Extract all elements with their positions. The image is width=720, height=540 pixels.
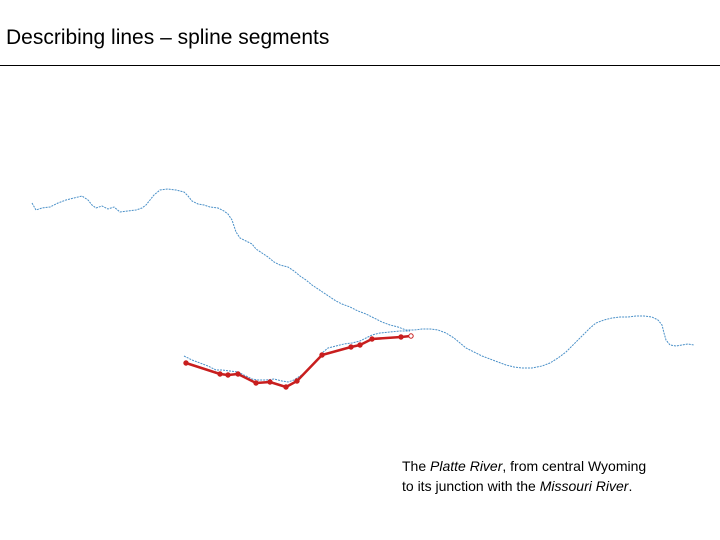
south-branch-river bbox=[183, 330, 410, 383]
spline-vertex bbox=[357, 342, 363, 348]
caption-platte-river: Platte River bbox=[430, 458, 503, 474]
spline-vertex bbox=[408, 333, 414, 339]
map-caption: The Platte River, from central Wyoming t… bbox=[402, 456, 646, 496]
spline-vertex bbox=[267, 379, 273, 385]
spline-vertex bbox=[253, 380, 259, 386]
spline-vertex bbox=[294, 378, 300, 384]
spline-vertex bbox=[283, 384, 289, 390]
spline-vertex bbox=[217, 371, 223, 377]
spline-vertex bbox=[225, 372, 231, 378]
caption-text-2b: . bbox=[628, 478, 633, 494]
caption-text-1b: , from central Wyoming bbox=[502, 458, 647, 474]
north-branch-river bbox=[31, 188, 695, 369]
caption-text-1a: The bbox=[402, 458, 431, 474]
title-divider bbox=[0, 65, 720, 66]
spline-vertex bbox=[235, 371, 241, 377]
slide-title: Describing lines – spline segments bbox=[6, 26, 330, 49]
spline-vertices bbox=[183, 333, 414, 390]
caption-line-1: The Platte River, from central Wyoming bbox=[402, 456, 646, 476]
caption-missouri-river: Missouri River bbox=[539, 478, 629, 494]
spline-vertex bbox=[398, 334, 404, 340]
caption-text-2a: to its junction with the bbox=[402, 478, 540, 494]
spline-vertex bbox=[183, 360, 189, 366]
spline-vertex bbox=[369, 336, 375, 342]
caption-line-2: to its junction with the Missouri River. bbox=[402, 476, 646, 496]
spline-vertex bbox=[348, 344, 354, 350]
spline-vertex bbox=[319, 352, 325, 358]
